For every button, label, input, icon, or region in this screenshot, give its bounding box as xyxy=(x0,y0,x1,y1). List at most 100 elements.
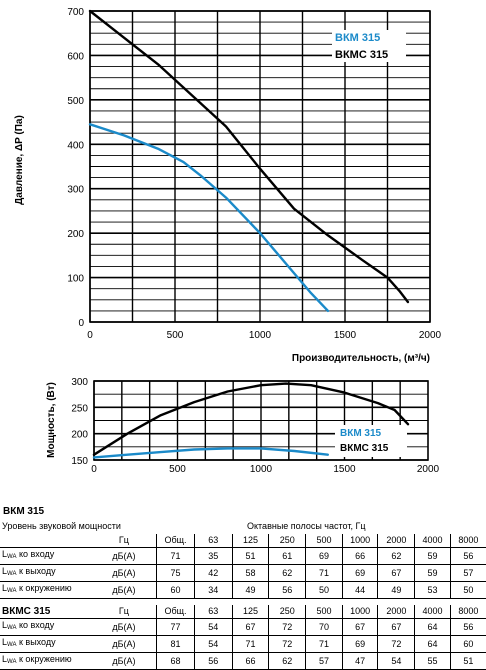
table-cell: 59 xyxy=(414,564,451,582)
header-cell: Общ. xyxy=(156,534,195,548)
table-cell: 67 xyxy=(377,564,415,582)
header-cell: 500 xyxy=(305,605,343,619)
header-cell: 2000 xyxy=(377,534,415,548)
table-cell: 71 xyxy=(305,635,343,653)
pressure-series xyxy=(88,9,410,313)
table-cell: 72 xyxy=(268,618,306,636)
header-cell: 125 xyxy=(231,534,269,548)
table-cell: 54 xyxy=(193,635,233,653)
table1: Гц Общ. 63 125 250 500 1000 2000 4000 8000 LWA ко … xyxy=(0,534,486,599)
header-title-cell: ВКМС 315 xyxy=(0,605,92,619)
header-cell: 125 xyxy=(231,605,269,619)
table-cell: 53 xyxy=(414,581,451,599)
power-legend: ВКМ 315 ВКМС 315 xyxy=(335,425,407,457)
table-cell: 42 xyxy=(193,564,233,582)
pressure-legend-vkms: ВКМС 315 xyxy=(335,49,388,61)
row-unit: дБ(А) xyxy=(91,564,157,582)
header-cell: Гц xyxy=(91,534,157,548)
table1-subtitle-row: Уровень звуковой мощности Октавные полос… xyxy=(0,519,486,534)
pressure-y-axis-label: Давление, ΔP (Па) xyxy=(14,115,25,205)
y-tick-label: 200 xyxy=(71,430,88,441)
table-cell: 67 xyxy=(377,618,415,636)
y-tick-label: 700 xyxy=(67,7,84,18)
x-tick-label: 0 xyxy=(91,464,97,475)
header-cell: 4000 xyxy=(414,534,451,548)
power-legend-vkms: ВКМС 315 xyxy=(340,443,389,454)
table-cell: 67 xyxy=(231,618,269,636)
power-legend-vkm: ВКМ 315 xyxy=(340,428,382,439)
series-line-1 xyxy=(92,382,410,456)
header-cell: 8000 xyxy=(449,605,486,619)
table-cell: 62 xyxy=(268,652,306,670)
table-row: LWA к выходу дБ(А) 81 54 71 72 71 69 72 64 60 xyxy=(0,635,486,653)
header-cell: Гц xyxy=(91,605,157,619)
table-cell: 56 xyxy=(268,581,306,599)
pressure-legend-vkm: ВКМ 315 xyxy=(335,32,380,44)
table-cell: 61 xyxy=(268,547,306,565)
table-cell: 81 xyxy=(156,635,195,653)
x-tick-label: 500 xyxy=(169,464,186,475)
table-cell: 60 xyxy=(449,635,486,653)
header-cell: 250 xyxy=(268,534,306,548)
plot-frame xyxy=(89,10,431,323)
table-cell: 69 xyxy=(305,547,343,565)
x-tick-label: 1500 xyxy=(334,330,357,341)
header-cell: 4000 xyxy=(414,605,451,619)
x-tick-label: 2000 xyxy=(417,464,440,475)
pressure-tick-labels: 0 500 1000 1500 2000 0 100 200 300 400 500 600 700 xyxy=(67,7,441,341)
table-cell: 56 xyxy=(449,618,486,636)
table-row: LWA к окружению дБ(А) 68 56 66 62 57 47 54 55 51 xyxy=(0,652,486,670)
y-tick-label: 300 xyxy=(71,377,88,388)
row-label: LWA ко входу xyxy=(0,618,92,636)
header-cell: 500 xyxy=(305,534,343,548)
table1-bands-title: Октавные полосы частот, Гц xyxy=(247,521,366,531)
table-cell: 67 xyxy=(341,618,378,636)
row-unit: дБ(А) xyxy=(91,618,157,636)
x-tick-label: 1500 xyxy=(333,464,356,475)
row-unit: дБ(А) xyxy=(91,581,157,599)
header-title-cell xyxy=(0,534,92,548)
table-cell: 54 xyxy=(193,618,233,636)
table-cell: 77 xyxy=(156,618,195,636)
row-label: LWA к окружению xyxy=(0,652,92,670)
power-legend-bg xyxy=(335,425,407,457)
row-label: LWA к выходу xyxy=(0,635,92,653)
header-cell: 1000 xyxy=(341,534,378,548)
table-cell: 72 xyxy=(268,635,306,653)
series-line-1 xyxy=(88,9,410,304)
pressure-chart: 0 500 1000 1500 2000 0 100 200 300 400 500 600 700 Д… xyxy=(14,7,442,364)
table-cell: 70 xyxy=(305,618,343,636)
table-row: LWA ко входу дБ(А) 77 54 67 72 70 67 67 64 56 xyxy=(0,618,486,636)
table1-title: ВКМ 315 xyxy=(3,506,45,517)
y-tick-label: 100 xyxy=(67,274,84,285)
table-cell: 49 xyxy=(231,581,269,599)
table-cell: 68 xyxy=(156,652,195,670)
table-header-row: Гц Общ. 63 125 250 500 1000 2000 4000 8000 xyxy=(0,534,486,548)
power-series xyxy=(92,382,410,459)
row-label: LWA к выходу xyxy=(0,564,92,582)
table-cell: 49 xyxy=(377,581,415,599)
table-cell: 75 xyxy=(156,564,195,582)
table-cell: 60 xyxy=(156,581,195,599)
table-cell: 34 xyxy=(193,581,233,599)
table-cell: 66 xyxy=(231,652,269,670)
table-cell: 35 xyxy=(193,547,233,565)
row-label: LWA ко входу xyxy=(0,547,92,565)
header-cell: 63 xyxy=(193,605,233,619)
table-cell: 71 xyxy=(305,564,343,582)
header-cell: Общ. xyxy=(156,605,195,619)
header-cell: 63 xyxy=(193,534,233,548)
header-cell: 1000 xyxy=(341,605,378,619)
pressure-grid xyxy=(89,10,431,323)
x-tick-label: 2000 xyxy=(419,330,442,341)
pressure-x-axis-label: Производительность, (м³/ч) xyxy=(292,353,430,364)
table-row: LWA к выходу дБ(А) 75 42 58 62 71 69 67 59 57 xyxy=(0,564,486,582)
table-cell: 57 xyxy=(449,564,486,582)
table-cell: 64 xyxy=(414,635,451,653)
header-cell: 8000 xyxy=(449,534,486,548)
table-cell: 72 xyxy=(377,635,415,653)
table-cell: 66 xyxy=(341,547,378,565)
table-cell: 55 xyxy=(414,652,451,670)
table-cell: 44 xyxy=(341,581,378,599)
y-tick-label: 400 xyxy=(67,140,84,151)
